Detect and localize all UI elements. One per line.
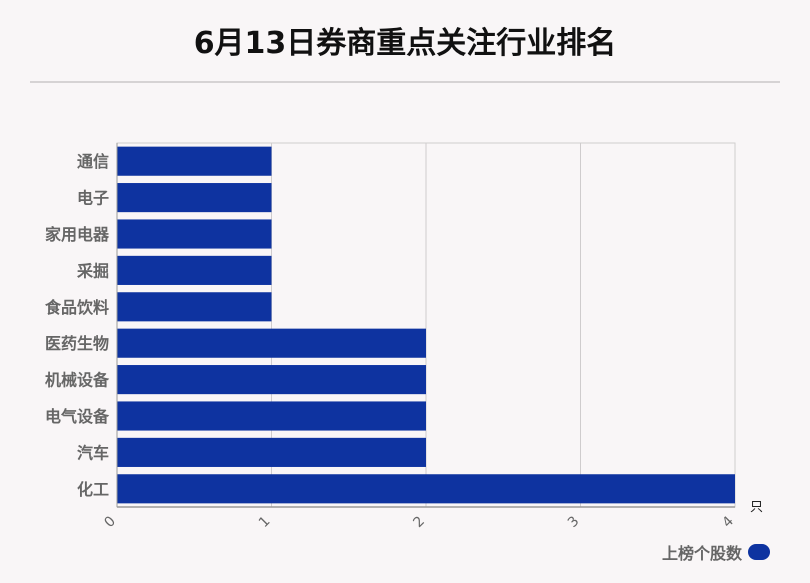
bar-9	[117, 474, 735, 504]
bar-1	[117, 183, 272, 213]
bar-6	[117, 365, 426, 395]
category-label-0: 通信	[77, 152, 109, 171]
legend-label: 上榜个股数	[661, 544, 742, 563]
category-label-7: 电气设备	[45, 407, 110, 426]
legend[interactable]: 上榜个股数	[662, 540, 770, 564]
bar-0	[117, 146, 272, 176]
title-divider	[30, 81, 780, 83]
category-label-9: 化工	[77, 480, 109, 499]
bar-8	[117, 437, 426, 467]
x-tick-label-0: 0	[101, 513, 119, 531]
bar-5	[117, 328, 426, 358]
category-label-5: 医药生物	[45, 334, 109, 353]
x-tick-label-1: 1	[256, 513, 274, 531]
category-label-4: 食品饮料	[44, 298, 109, 317]
legend-swatch	[748, 544, 770, 560]
bar-4	[117, 292, 272, 322]
bar-7	[117, 401, 426, 431]
category-label-8: 汽车	[77, 443, 109, 462]
category-label-1: 电子	[77, 189, 109, 208]
bar-2	[117, 219, 272, 249]
chart-title: 6月13日券商重点关注行业排名	[193, 26, 617, 61]
x-tick-label-3: 3	[565, 513, 583, 531]
category-label-2: 家用电器	[45, 225, 110, 244]
bar-3	[117, 255, 272, 285]
x-tick-label-4: 4	[719, 513, 737, 531]
category-label-3: 采掘	[76, 261, 109, 280]
x-tick-label-2: 2	[410, 513, 428, 531]
x-axis-unit: 只	[750, 500, 763, 515]
category-label-6: 机械设备	[45, 371, 110, 390]
